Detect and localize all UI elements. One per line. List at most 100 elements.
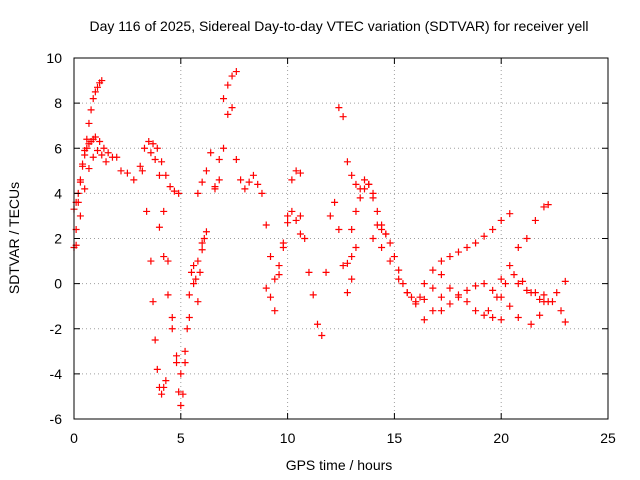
data-point xyxy=(360,185,368,193)
data-point xyxy=(220,95,228,103)
series-arc8 xyxy=(194,68,240,197)
data-point xyxy=(175,388,183,396)
data-point xyxy=(147,149,155,157)
series-arc1 xyxy=(70,77,106,252)
data-point xyxy=(296,230,304,238)
data-point xyxy=(162,171,170,179)
data-point xyxy=(185,291,193,299)
data-point xyxy=(87,106,95,114)
y-tick-label: 4 xyxy=(54,185,62,201)
data-point xyxy=(183,325,191,333)
data-point xyxy=(83,144,91,152)
series-arc7 xyxy=(155,223,206,378)
data-point xyxy=(136,162,144,170)
y-axis-label: SDTVAR / TECUs xyxy=(6,182,22,294)
y-tick-label: 8 xyxy=(54,95,62,111)
data-point xyxy=(275,271,283,279)
x-tick-label: 10 xyxy=(280,430,296,446)
data-point xyxy=(215,156,223,164)
y-tick-label: -2 xyxy=(50,321,63,337)
data-point xyxy=(138,167,146,175)
axis-ticks xyxy=(73,57,609,420)
data-point xyxy=(181,359,189,367)
data-point xyxy=(356,194,364,202)
data-point xyxy=(224,110,232,118)
data-point xyxy=(198,246,206,254)
data-point xyxy=(76,176,84,184)
data-point xyxy=(262,221,270,229)
data-point xyxy=(160,207,168,215)
data-point xyxy=(301,235,309,242)
data-point xyxy=(170,187,178,195)
data-point xyxy=(198,178,206,186)
data-point xyxy=(446,300,454,308)
data-point xyxy=(523,286,531,294)
series-arc3 xyxy=(72,147,110,249)
data-point xyxy=(207,149,215,157)
x-tick-label: 0 xyxy=(70,430,78,446)
data-point xyxy=(190,262,198,270)
series-arc4 xyxy=(117,137,183,197)
data-point xyxy=(352,244,360,252)
data-point xyxy=(339,262,347,270)
data-point xyxy=(314,320,322,328)
data-point xyxy=(177,370,185,378)
data-point xyxy=(164,291,172,299)
data-point xyxy=(561,318,569,326)
data-point xyxy=(382,230,390,238)
data-point xyxy=(437,307,445,315)
data-point xyxy=(480,280,488,288)
data-point xyxy=(232,68,240,76)
data-point xyxy=(531,289,539,297)
data-point xyxy=(305,268,313,276)
data-point xyxy=(531,216,539,224)
data-point xyxy=(194,189,202,197)
data-point xyxy=(369,235,377,242)
data-point xyxy=(140,144,148,152)
data-point xyxy=(153,144,161,152)
data-point xyxy=(175,189,183,197)
data-point xyxy=(288,176,296,184)
data-point xyxy=(463,298,471,306)
data-point xyxy=(429,307,437,315)
data-point xyxy=(472,307,480,315)
data-point xyxy=(348,171,356,179)
data-point xyxy=(173,352,181,360)
data-point xyxy=(249,171,257,179)
series-arc9 xyxy=(211,104,262,193)
data-point xyxy=(519,277,527,285)
data-point xyxy=(187,268,195,276)
data-point xyxy=(81,151,89,159)
data-point xyxy=(548,298,556,306)
data-point xyxy=(331,198,339,206)
data-point xyxy=(514,244,522,252)
data-point xyxy=(369,189,377,197)
data-point xyxy=(437,293,445,301)
data-point xyxy=(96,137,104,145)
data-point xyxy=(245,178,253,186)
data-point xyxy=(348,253,356,261)
data-point xyxy=(352,180,360,188)
data-point xyxy=(527,320,535,328)
data-point xyxy=(497,216,505,224)
data-point xyxy=(454,293,462,301)
data-point xyxy=(91,88,99,96)
y-tick-label: -6 xyxy=(50,411,63,427)
data-point xyxy=(497,275,505,283)
data-point xyxy=(85,119,93,127)
data-point xyxy=(145,137,153,145)
y-tick-label: 0 xyxy=(54,276,62,292)
data-point xyxy=(373,207,381,215)
data-point xyxy=(386,239,394,247)
data-point xyxy=(540,203,548,211)
data-point xyxy=(284,212,292,220)
data-point xyxy=(162,377,170,385)
data-point xyxy=(98,151,106,159)
data-point xyxy=(553,289,561,297)
data-point xyxy=(403,289,411,297)
chart-title: Day 116 of 2025, Sidereal Day-to-day VTE… xyxy=(89,18,588,34)
data-point xyxy=(480,311,488,319)
data-point xyxy=(480,232,488,240)
series-arc11 xyxy=(262,207,304,315)
data-point xyxy=(177,401,185,409)
